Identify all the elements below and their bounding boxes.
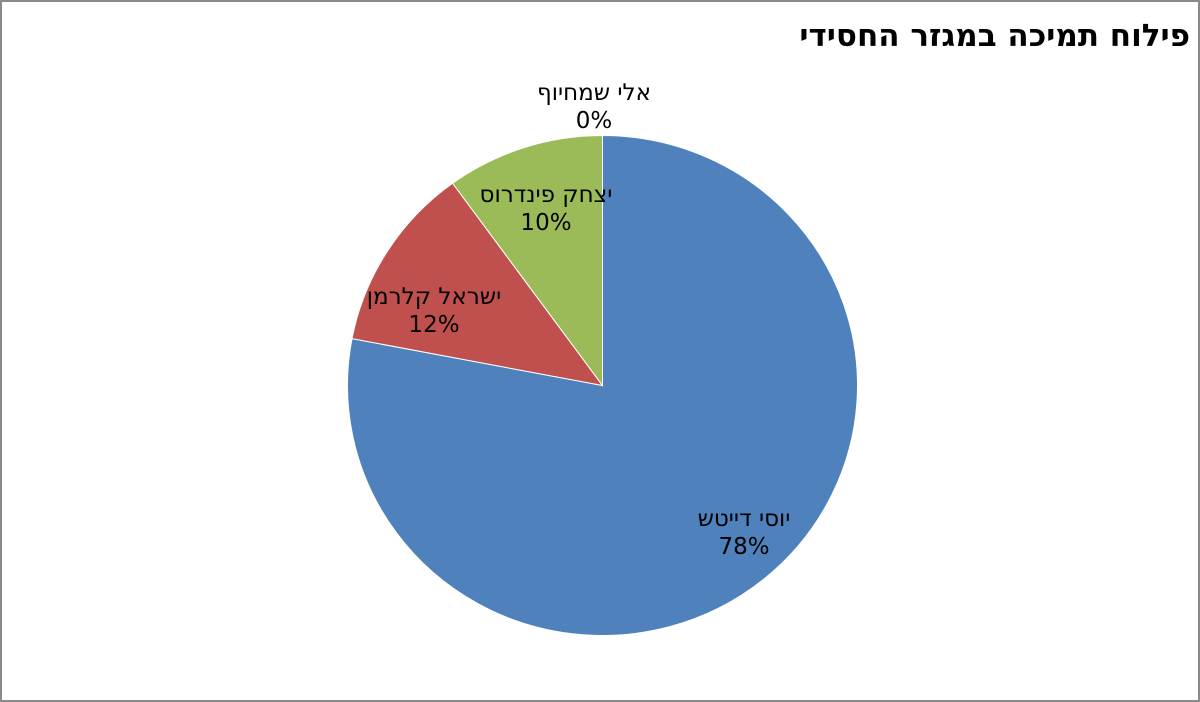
slice-label-yossi-deutsch: יוסי דייטש 78% (698, 505, 791, 561)
slice-label-name: יוסי דייטש (697, 506, 791, 532)
pie-slice-3 (451, 134, 603, 388)
slice-label-name: יצחק פינדרוס (479, 182, 613, 208)
slice-label-percent: 10% (520, 210, 572, 236)
slice-label-yitzhak-pindrus: יצחק פינדרוס 10% (480, 181, 613, 237)
slice-label-eli-shamhiyof: אלי שמחיוף 0% (537, 79, 651, 135)
slice-label-yisrael-klerman: ישראל קלרמן 12% (367, 283, 501, 339)
pie-slice-2 (351, 182, 604, 387)
chart-title: פילוח תמיכה במגזר החסידי (799, 18, 1190, 54)
slice-label-name: ישראל קלרמן (366, 284, 502, 310)
slice-label-name: אלי שמחיוף (537, 80, 651, 106)
slice-label-percent: 78% (718, 534, 770, 560)
slice-label-percent: 0% (575, 108, 613, 134)
slice-label-percent: 12% (408, 312, 460, 338)
